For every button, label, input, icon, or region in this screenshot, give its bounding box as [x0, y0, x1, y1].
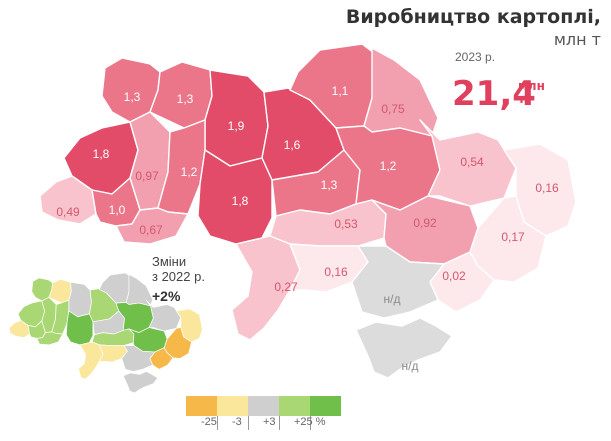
region-chernivtsi: [115, 207, 189, 245]
mini-region-sumy: [125, 273, 154, 307]
region-value-label: 1,3: [124, 90, 141, 104]
region-kherson: [351, 245, 445, 319]
legend-swatch-increase: [279, 396, 310, 416]
region-value-label: н/д: [384, 292, 401, 306]
title-unit: млн т: [553, 30, 601, 49]
region-kharkiv: [419, 119, 517, 207]
region-value-label: 1,2: [380, 159, 397, 173]
region-value-label: 0,97: [135, 169, 159, 183]
legend-label: +3: [263, 416, 276, 428]
legend-swatch-strong-decrease: [186, 396, 217, 416]
region-value-label: н/д: [402, 359, 419, 373]
change-label-line1: Зміни: [152, 254, 187, 269]
region-odesa: [231, 235, 301, 341]
region-mykolaiv: [289, 243, 369, 293]
change-label-line2: з 2022 р.: [152, 269, 205, 284]
region-value-label: 0,92: [413, 216, 437, 230]
region-value-label: 0,54: [460, 155, 484, 169]
region-value-label: 0,17: [501, 230, 525, 244]
legend-swatch-decrease: [217, 396, 248, 416]
mini-region-kherson: [121, 345, 156, 372]
total-value: 21,4: [452, 74, 536, 114]
legend-label: -25: [201, 416, 217, 428]
mini-region-vinnytsia: [65, 310, 94, 346]
legend-tick: [279, 416, 280, 430]
legend-swatch-stable: [248, 396, 279, 416]
map-title: Виробництво картоплі, млн т: [341, 6, 601, 51]
region-zhytomyr: [204, 69, 269, 167]
region-value-label: 0,02: [442, 269, 466, 283]
region-value-label: 0,67: [139, 223, 163, 237]
region-value-label: 1,6: [284, 138, 301, 152]
region-value-label: 1,9: [228, 119, 245, 133]
region-value-label: 0,49: [56, 205, 80, 219]
title-main: Виробництво картоплі,: [345, 6, 601, 28]
mini-region-crimea: [122, 371, 159, 394]
change-mini-map: [9, 272, 203, 394]
region-value-label: 1,0: [109, 203, 126, 217]
region-value-label: 1,1: [332, 84, 349, 98]
mini-region-kharkiv: [145, 299, 182, 332]
legend-tick: [217, 416, 218, 430]
region-crimea: [355, 317, 453, 379]
change-label: Зміни з 2022 р.: [152, 254, 232, 284]
main-map-regions: 1,3 1,3 1,9 1,6 1,1 0,75 1,8 0,97 1,2 1,8 1,3 1,2 0,…: [39, 43, 577, 379]
year-label: 2023 р.: [455, 50, 496, 64]
total-unit: млн т: [518, 80, 558, 106]
mini-region-rivne: [48, 278, 72, 304]
legend-tick: [310, 416, 311, 430]
legend-label: -3: [232, 416, 242, 428]
total-unit-line1: млн: [518, 79, 545, 93]
region-khmelnytskyi: [157, 119, 206, 215]
legend-swatch-strong-increase: [310, 396, 341, 416]
region-value-label: 0,27: [274, 280, 298, 294]
region-luhansk: [503, 143, 577, 237]
region-value-label: 1,3: [321, 178, 338, 192]
change-value: +2%: [152, 288, 181, 304]
mini-region-chernivtsi: [36, 331, 64, 346]
mini-region-khmelnytskyi: [51, 299, 70, 335]
mini-region-zhytomyr: [68, 281, 92, 318]
mini-region-mykolaiv: [99, 344, 128, 363]
region-value-label: 1,8: [93, 147, 110, 161]
region-value-label: 0,75: [381, 102, 405, 116]
region-sumy: [363, 47, 439, 137]
region-value-label: 0,53: [334, 217, 358, 231]
region-value-label: 0,16: [324, 265, 348, 279]
region-value-label: 0,16: [535, 181, 559, 195]
total-unit-line2: т: [518, 92, 525, 106]
region-value-label: 1,2: [181, 165, 198, 179]
mini-region-odesa: [78, 341, 104, 380]
region-value-label: 1,8: [232, 194, 249, 208]
legend-label: +25 %: [294, 416, 326, 428]
legend-tick: [248, 416, 249, 430]
region-value-label: 1,3: [177, 92, 194, 106]
